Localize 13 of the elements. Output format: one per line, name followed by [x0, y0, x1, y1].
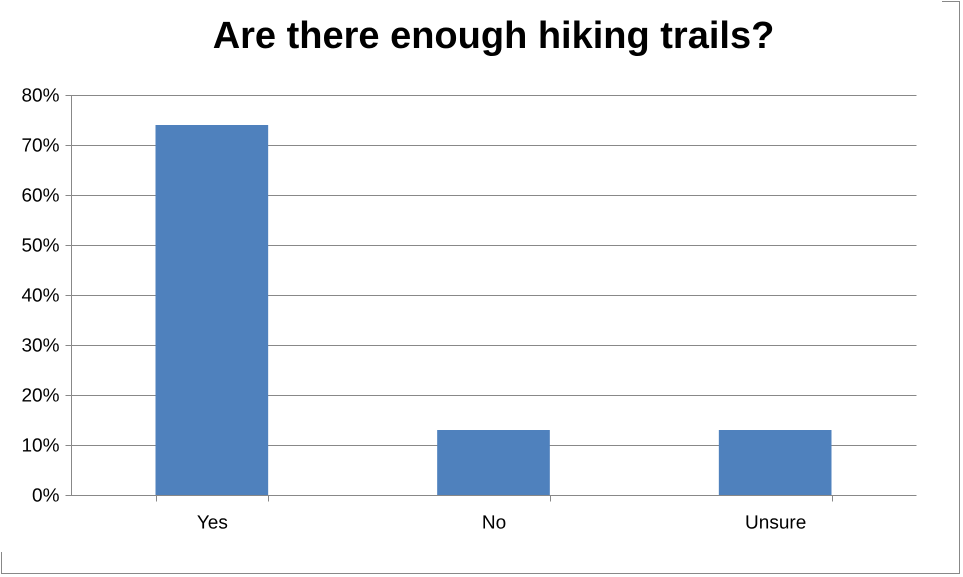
- y-tick-label: 30%: [21, 336, 60, 356]
- y-tick-label: 20%: [21, 386, 60, 406]
- chart-title: Are there enough hiking trails?: [212, 15, 774, 57]
- y-tick-label: 70%: [21, 136, 60, 156]
- y-tick-label: 80%: [21, 86, 60, 106]
- y-tick-label: 10%: [21, 436, 60, 456]
- y-tick-label: 60%: [21, 186, 60, 206]
- y-tick-label: 50%: [21, 236, 60, 256]
- y-tick-label: 40%: [21, 286, 60, 306]
- x-tick-label: No: [482, 512, 506, 534]
- x-tick-label: Yes: [196, 512, 228, 534]
- x-tick-label: Unsure: [745, 512, 806, 534]
- y-tick-label: 0%: [32, 486, 60, 506]
